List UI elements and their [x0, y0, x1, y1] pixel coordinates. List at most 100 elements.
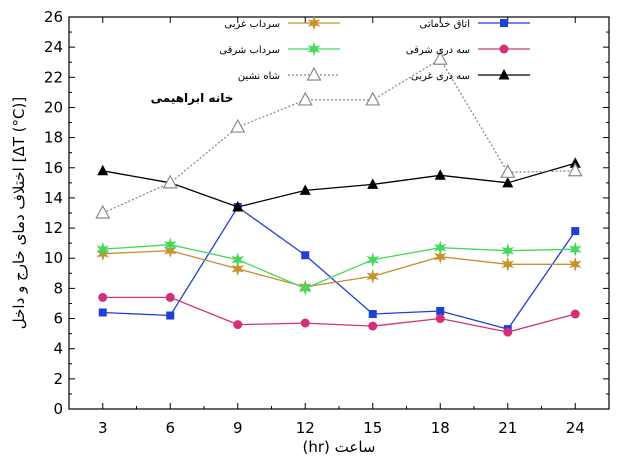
y-tick-label: 22 — [44, 68, 63, 86]
series-1 — [98, 202, 580, 334]
data-point — [501, 243, 515, 259]
data-point — [231, 261, 245, 277]
series-4 — [96, 237, 582, 296]
legend-item: سرداب غربی — [224, 15, 340, 31]
data-point — [306, 66, 322, 81]
legend-item: سه دری غربی — [411, 69, 530, 82]
data-point — [95, 204, 111, 219]
data-point — [432, 50, 448, 65]
y-tick-label: 2 — [53, 370, 63, 388]
data-point — [435, 314, 445, 324]
x-tick-label: 3 — [98, 419, 108, 437]
data-point — [297, 91, 313, 106]
legend-label: سه دری شرقی — [406, 45, 470, 56]
legend-item: سه دری شرقی — [406, 44, 530, 56]
data-point — [233, 320, 243, 330]
data-point — [503, 327, 513, 337]
plot-frame — [68, 16, 610, 410]
data-point — [97, 164, 109, 176]
data-point — [501, 256, 515, 272]
data-point — [500, 19, 508, 27]
data-point — [307, 15, 321, 31]
legend-label: سه دری غربی — [411, 71, 470, 82]
series-line — [102, 206, 576, 330]
series-line — [102, 58, 576, 214]
data-point — [502, 176, 514, 188]
data-point — [366, 252, 380, 268]
legend-item: سرداب شرقی — [219, 41, 340, 57]
x-tick-label: 18 — [431, 419, 450, 437]
data-point — [300, 318, 310, 328]
series-line — [102, 244, 576, 290]
y-tick-label: 18 — [44, 129, 63, 147]
y-tick-label: 20 — [44, 98, 63, 116]
x-tick-label: 9 — [233, 419, 243, 437]
data-point — [98, 292, 108, 302]
data-point — [366, 268, 380, 284]
x-axis-title: (hr) ساعت — [303, 438, 376, 456]
data-point — [433, 240, 447, 256]
data-point — [368, 310, 377, 319]
series-line — [102, 296, 576, 333]
y-tick-label: 4 — [53, 340, 63, 358]
data-point — [230, 118, 246, 133]
legend: اتاق خدماتی سرداب غربی سه دری شرقی سرداب شر… — [219, 15, 530, 82]
data-point — [436, 307, 445, 315]
legend-label: شاه نشین — [238, 71, 280, 82]
data-point — [367, 178, 379, 189]
data-point — [298, 280, 312, 296]
data-point — [98, 308, 107, 317]
y-tick-label: 16 — [44, 159, 63, 177]
series-6 — [95, 50, 583, 219]
data-point — [368, 321, 378, 331]
legend-label: سرداب شرقی — [219, 45, 280, 56]
x-tick-label: 21 — [498, 419, 517, 437]
series-line — [102, 250, 576, 288]
data-point — [569, 157, 581, 168]
legend-item: شاه نشین — [238, 66, 340, 82]
data-point — [499, 44, 509, 54]
series-layer — [95, 50, 583, 337]
data-point — [301, 251, 310, 260]
data-point — [500, 164, 516, 178]
x-tick-label: 12 — [296, 419, 315, 437]
data-point — [571, 227, 580, 236]
data-point — [434, 169, 446, 180]
series-line — [102, 162, 576, 208]
data-point — [307, 41, 321, 57]
data-point — [570, 309, 580, 319]
data-point — [232, 200, 244, 212]
legend-label: سرداب غربی — [224, 19, 280, 30]
chart-annotation: خانه ابراهیمی — [151, 91, 234, 105]
y-tick-label: 10 — [44, 249, 63, 267]
x-tick-label: 6 — [165, 419, 175, 437]
y-tick-label: 6 — [53, 310, 63, 328]
data-point — [365, 91, 381, 106]
x-tick-label: 24 — [566, 419, 585, 437]
x-tick-label: 15 — [363, 419, 382, 437]
data-point — [568, 241, 582, 257]
data-point — [231, 252, 245, 268]
legend-label: اتاق خدماتی — [420, 19, 471, 30]
data-point — [163, 237, 177, 253]
data-point — [433, 249, 447, 265]
y-tick-label: 24 — [44, 38, 63, 56]
data-point — [96, 241, 110, 257]
data-point — [165, 292, 175, 302]
data-point — [568, 256, 582, 272]
data-point — [166, 311, 175, 320]
y-tick-label: 14 — [44, 189, 63, 207]
y-tick-label: 8 — [53, 279, 63, 297]
series-3 — [98, 292, 580, 337]
data-point — [299, 184, 311, 195]
data-point — [498, 69, 510, 80]
y-tick-label: 12 — [44, 219, 63, 237]
data-point — [567, 162, 583, 177]
y-axis-title: اختلاف دمای خارج و داخل [ΔT (°C)] — [10, 97, 29, 329]
y-tick-label: 0 — [53, 400, 63, 418]
legend-item: اتاق خدماتی — [420, 19, 530, 30]
y-tick-label: 26 — [44, 8, 63, 26]
data-point — [162, 174, 178, 189]
